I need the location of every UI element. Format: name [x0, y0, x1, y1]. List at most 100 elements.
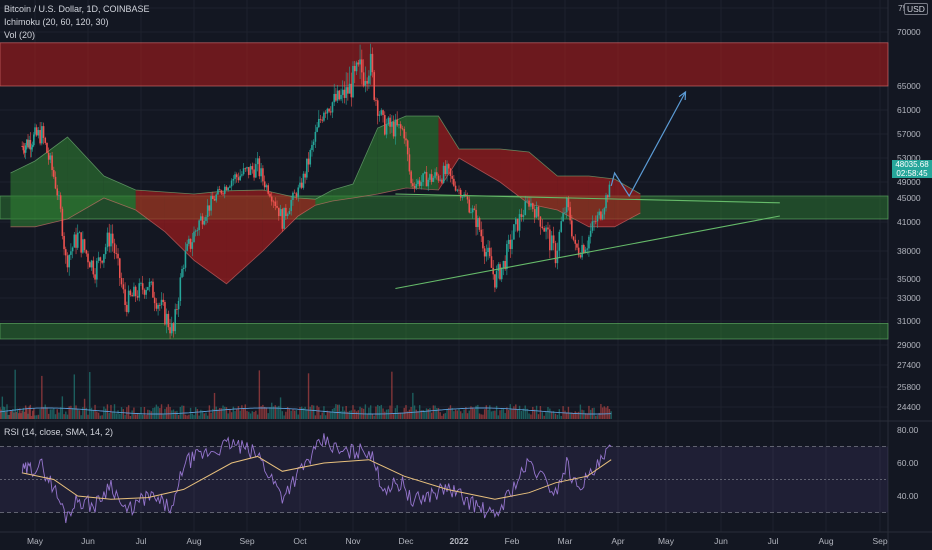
candle-body	[165, 313, 168, 325]
volume-bar	[145, 415, 147, 419]
rsi-legend[interactable]: RSI (14, close, SMA, 14, 2)	[4, 427, 114, 437]
candle-body	[577, 247, 580, 256]
candle-body	[528, 200, 530, 207]
volume-bar	[385, 409, 388, 419]
candle-body	[572, 236, 575, 240]
time-tick-label: Aug	[818, 536, 833, 546]
candle-body	[297, 187, 300, 197]
volume-bar	[217, 409, 219, 419]
candle-body	[535, 206, 538, 218]
volume-bar	[41, 375, 43, 419]
volume-bar	[77, 409, 79, 419]
volume-bar	[401, 412, 404, 419]
candle-body	[164, 302, 166, 325]
time-tick-label: Apr	[611, 536, 624, 546]
volume-bar	[335, 404, 337, 419]
candle-body	[157, 304, 159, 309]
candle-body	[446, 164, 448, 175]
volume-bar	[0, 409, 2, 419]
volume-bar	[588, 405, 590, 419]
candle-body	[373, 72, 375, 100]
candle-body	[51, 155, 53, 171]
volume-bar	[348, 410, 351, 419]
volume-bar	[292, 409, 294, 419]
symbol-legend[interactable]: Bitcoin / U.S. Dollar, 1D, COINBASE	[4, 4, 150, 14]
volume-bar	[248, 411, 250, 419]
volume-bar	[94, 404, 96, 419]
candle-body	[309, 149, 312, 165]
candle-body	[413, 186, 416, 188]
candle-body	[552, 235, 555, 244]
candle-body	[31, 145, 34, 148]
volume-bar	[537, 414, 540, 419]
candle-body	[584, 249, 587, 253]
volume-bar	[603, 406, 606, 419]
candle-body	[324, 112, 327, 114]
volume-bar	[586, 413, 588, 419]
candle-body	[147, 287, 149, 291]
candle-body	[514, 218, 517, 225]
volume-bar	[324, 415, 327, 419]
candle-body	[258, 158, 261, 177]
volume-bar	[208, 405, 211, 419]
price-tick-label: 41000	[897, 217, 921, 227]
volume-bar	[28, 406, 30, 419]
volume-bar	[439, 412, 441, 419]
volume-bar	[53, 408, 55, 419]
candle-body	[272, 201, 275, 203]
candle-body	[543, 228, 545, 232]
volume-bar	[357, 410, 359, 419]
volume-bar	[434, 405, 436, 419]
volume-bar	[437, 407, 440, 419]
candle-body	[206, 205, 209, 218]
candle-body	[526, 200, 528, 202]
ichimoku-legend[interactable]: Ichimoku (20, 60, 120, 30)	[4, 17, 109, 27]
volume-bar	[9, 411, 12, 419]
volume-bar	[244, 404, 246, 419]
volume-bar	[492, 410, 494, 419]
volume-bar	[54, 414, 57, 419]
volume-bar	[436, 408, 438, 419]
volume-bar	[371, 413, 374, 419]
volume-bar	[80, 415, 82, 419]
candle-body	[412, 183, 414, 187]
volume-bar	[487, 409, 489, 419]
price-tick-label: 53000	[897, 153, 921, 163]
candle-body	[396, 119, 398, 126]
volume-bar	[186, 415, 188, 419]
volume-bar	[7, 414, 9, 419]
candle-body	[608, 184, 611, 198]
candle-body	[88, 262, 91, 268]
volume-bar	[596, 415, 599, 419]
volume-bar	[364, 404, 367, 419]
projection-arrowhead	[678, 90, 687, 101]
candle-body	[447, 164, 450, 169]
currency-badge[interactable]: USD	[904, 3, 928, 15]
candle-body	[64, 249, 67, 256]
volume-bar	[475, 405, 477, 419]
candle-body	[586, 248, 589, 250]
volume-bar	[58, 412, 60, 419]
candle-body	[256, 158, 259, 165]
volume-bar	[601, 407, 604, 419]
volume-bar	[99, 415, 102, 419]
candle-body	[399, 124, 402, 129]
candle-body	[475, 209, 477, 228]
volume-bar	[441, 415, 443, 419]
volume-legend[interactable]: Vol (20)	[4, 30, 36, 40]
volume-bar	[312, 405, 315, 419]
candle-body	[290, 199, 292, 212]
candle-body	[34, 127, 36, 135]
volume-bar	[17, 413, 20, 419]
candle-body	[564, 212, 566, 214]
candle-body	[321, 119, 324, 121]
volume-bar	[408, 409, 411, 419]
candle-body	[299, 182, 301, 188]
candle-body	[182, 267, 185, 270]
candle-body	[103, 254, 105, 263]
candle-body	[562, 212, 564, 222]
volume-bar	[477, 404, 479, 419]
volume-bar	[30, 415, 33, 419]
cloud-segment	[298, 198, 316, 216]
